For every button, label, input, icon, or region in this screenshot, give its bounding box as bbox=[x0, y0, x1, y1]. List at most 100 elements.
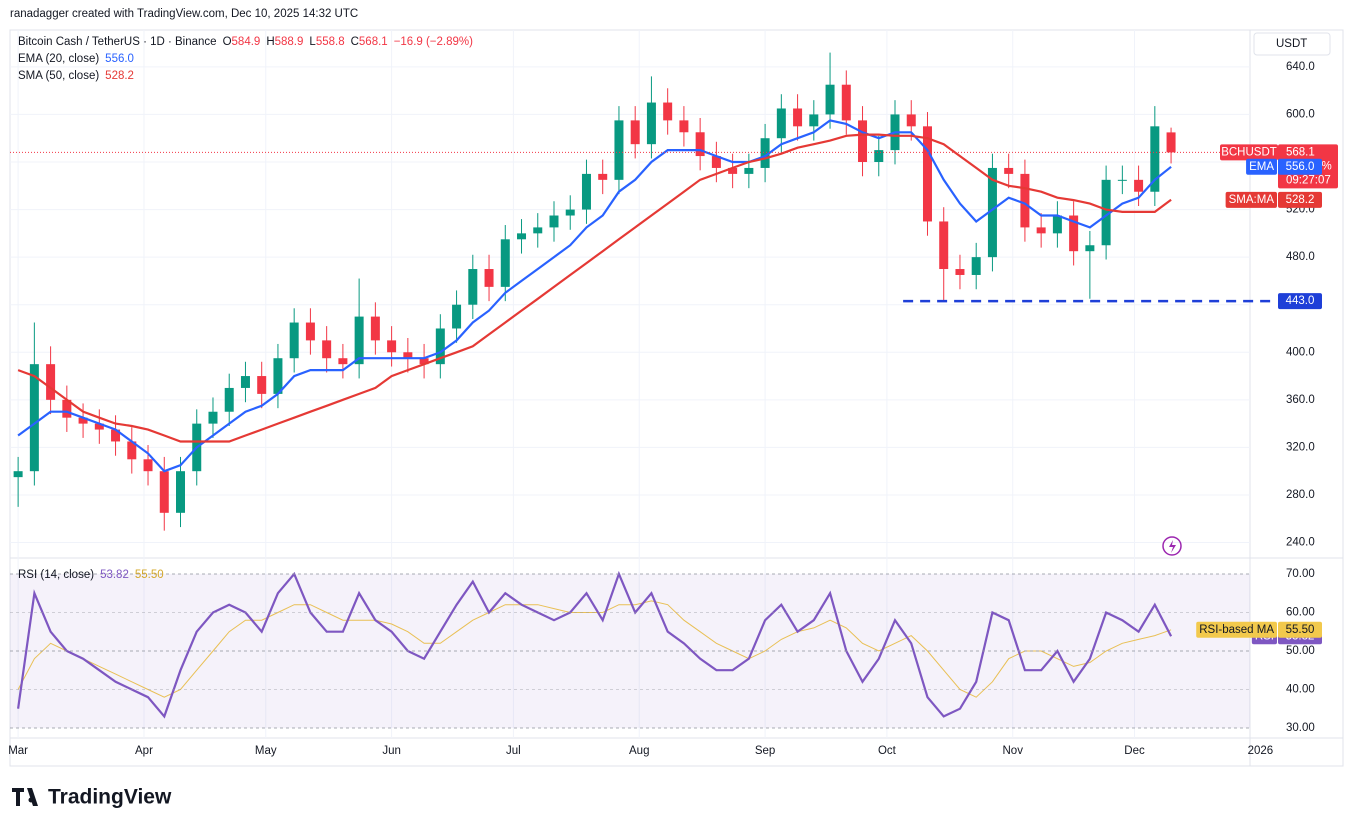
candle-body bbox=[825, 84, 835, 115]
indicator-value-box bbox=[1278, 621, 1322, 638]
candle-body bbox=[1101, 179, 1111, 246]
candle-body bbox=[176, 471, 186, 513]
x-tick-label: Sep bbox=[755, 745, 775, 757]
indicator-tag-name: RSI-based MA bbox=[1199, 624, 1274, 636]
candle-body bbox=[906, 114, 916, 127]
candle-body bbox=[971, 257, 981, 275]
candle-body bbox=[598, 173, 608, 180]
candle-body bbox=[711, 156, 721, 168]
candle-body bbox=[500, 239, 510, 287]
candle-body bbox=[809, 114, 819, 127]
y-tick-label: 50.00 bbox=[1286, 645, 1315, 657]
candle-body bbox=[776, 108, 786, 139]
last-price: 568.1 bbox=[1286, 146, 1315, 158]
currency-box[interactable] bbox=[1253, 32, 1331, 56]
candle-body bbox=[1004, 167, 1014, 174]
candle-body bbox=[127, 441, 137, 460]
candle-body bbox=[663, 102, 673, 121]
indicator-tag-name: SMA:MA bbox=[1229, 194, 1275, 206]
logo-text: TradingView bbox=[48, 786, 172, 809]
x-tick-label: Dec bbox=[1124, 745, 1145, 757]
candle-body bbox=[1117, 179, 1127, 181]
y-tick-label: 480.0 bbox=[1286, 251, 1315, 263]
candle-body bbox=[955, 269, 965, 275]
logo-dot bbox=[28, 797, 34, 803]
candle-body bbox=[62, 399, 72, 418]
legend-item: O bbox=[223, 36, 232, 48]
candle-body bbox=[858, 120, 868, 162]
candle-body bbox=[679, 120, 689, 133]
candle-body bbox=[760, 138, 770, 168]
candle-body bbox=[630, 120, 640, 145]
candle-body bbox=[841, 84, 851, 121]
candle-body bbox=[240, 376, 250, 388]
indicator-tag bbox=[1196, 621, 1277, 638]
candle-body bbox=[987, 167, 997, 258]
legend-row: SMA (50, close) 528.2 bbox=[18, 70, 134, 82]
candle-body bbox=[370, 316, 380, 341]
candle-body bbox=[1036, 227, 1046, 234]
legend-item: H bbox=[266, 36, 274, 48]
legend-item: L bbox=[309, 36, 316, 48]
y-tick-label: 600.0 bbox=[1286, 108, 1315, 120]
plot-area bbox=[10, 30, 1250, 738]
y-tick-label: 70.00 bbox=[1286, 568, 1315, 580]
currency: USDT bbox=[1276, 38, 1307, 50]
legend-item: 556.0 bbox=[105, 53, 134, 65]
x-tick-label: Aug bbox=[629, 745, 649, 757]
candle-body bbox=[728, 167, 738, 174]
x-tick-label: Nov bbox=[1003, 745, 1024, 757]
x-tick-label: Apr bbox=[135, 745, 153, 757]
legend-row: EMA (20, close) 556.0 bbox=[18, 53, 134, 65]
candle-body bbox=[874, 150, 884, 162]
indicator-value: 556.0 bbox=[1286, 161, 1315, 173]
candle-body bbox=[793, 108, 803, 127]
y-tick-label: 240.0 bbox=[1286, 537, 1315, 549]
legend-item: C bbox=[351, 36, 359, 48]
alert-icon[interactable] bbox=[1162, 536, 1182, 556]
candle-body bbox=[387, 340, 397, 353]
candle-body bbox=[1020, 173, 1030, 228]
indicator-line bbox=[17, 570, 1173, 719]
candle-body bbox=[1069, 215, 1079, 252]
legend-item: RSI (14, close) bbox=[18, 569, 94, 581]
indicator-line bbox=[17, 600, 1172, 698]
candle-body bbox=[111, 429, 121, 442]
legend-item: Bitcoin Cash / TetherUS · 1D · Binance bbox=[18, 36, 217, 48]
candle-body bbox=[695, 132, 705, 157]
candle-body bbox=[452, 304, 462, 329]
support-tag-label: 443.0 bbox=[1286, 295, 1315, 307]
candle-body bbox=[1166, 132, 1176, 153]
candle-body bbox=[1085, 245, 1095, 252]
y-tick-label: 40.00 bbox=[1286, 684, 1315, 696]
indicator-line bbox=[17, 133, 1172, 443]
candle-body bbox=[257, 376, 267, 394]
y-tick-label: 320.0 bbox=[1286, 441, 1315, 453]
legend-row: Bitcoin Cash / TetherUS · 1D · Binance O 5… bbox=[18, 36, 473, 48]
legend-item: 53.82 bbox=[100, 569, 129, 581]
candle-body bbox=[13, 471, 23, 478]
candle-body bbox=[403, 352, 413, 359]
candle-body bbox=[305, 322, 315, 341]
candle-body bbox=[939, 221, 949, 270]
candle-body bbox=[614, 120, 624, 180]
indicator-tag bbox=[1246, 158, 1277, 175]
symbol-tag: BCHUSDT bbox=[1221, 146, 1277, 158]
candle-body bbox=[549, 215, 559, 228]
candle-body bbox=[322, 340, 332, 359]
legend-item: 588.9 bbox=[275, 36, 304, 48]
candle-body bbox=[159, 471, 169, 513]
legend-item: SMA (50, close) bbox=[18, 70, 99, 82]
legend-item: 55.50 bbox=[135, 569, 164, 581]
candle-body bbox=[289, 322, 299, 359]
candle-body bbox=[1134, 179, 1144, 192]
indicator-value: 55.50 bbox=[1286, 624, 1315, 636]
x-tick-label: Jun bbox=[382, 745, 401, 757]
candle-body bbox=[78, 417, 88, 424]
logo-mark bbox=[12, 788, 38, 806]
legend-item: 528.2 bbox=[105, 70, 134, 82]
legend-item: 558.8 bbox=[316, 36, 345, 48]
candle-body bbox=[143, 459, 153, 472]
indicator-value-box bbox=[1278, 158, 1322, 175]
indicator-value-box bbox=[1278, 191, 1322, 208]
